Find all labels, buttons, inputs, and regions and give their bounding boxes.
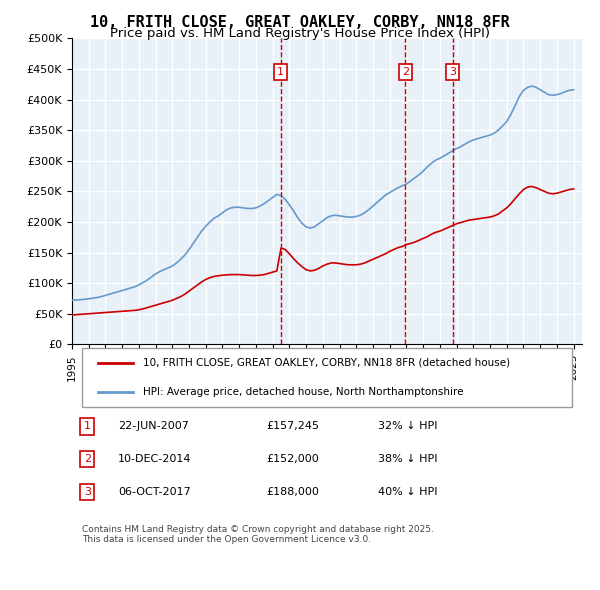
Text: 1: 1 [84, 421, 91, 431]
Text: Price paid vs. HM Land Registry's House Price Index (HPI): Price paid vs. HM Land Registry's House … [110, 27, 490, 40]
Text: 10, FRITH CLOSE, GREAT OAKLEY, CORBY, NN18 8FR (detached house): 10, FRITH CLOSE, GREAT OAKLEY, CORBY, NN… [143, 358, 511, 368]
Text: 3: 3 [449, 67, 456, 77]
Text: 2: 2 [84, 454, 91, 464]
Text: 38% ↓ HPI: 38% ↓ HPI [378, 454, 437, 464]
Text: £157,245: £157,245 [266, 421, 319, 431]
Text: 40% ↓ HPI: 40% ↓ HPI [378, 487, 437, 497]
Text: 2: 2 [402, 67, 409, 77]
Text: 22-JUN-2007: 22-JUN-2007 [118, 421, 189, 431]
Text: 10-DEC-2014: 10-DEC-2014 [118, 454, 191, 464]
Text: 06-OCT-2017: 06-OCT-2017 [118, 487, 191, 497]
Text: 32% ↓ HPI: 32% ↓ HPI [378, 421, 437, 431]
Text: £188,000: £188,000 [266, 487, 319, 497]
Text: 3: 3 [84, 487, 91, 497]
Text: Contains HM Land Registry data © Crown copyright and database right 2025.
This d: Contains HM Land Registry data © Crown c… [82, 525, 434, 544]
Text: 10, FRITH CLOSE, GREAT OAKLEY, CORBY, NN18 8FR: 10, FRITH CLOSE, GREAT OAKLEY, CORBY, NN… [90, 15, 510, 30]
Text: £152,000: £152,000 [266, 454, 319, 464]
Text: HPI: Average price, detached house, North Northamptonshire: HPI: Average price, detached house, Nort… [143, 386, 464, 396]
Text: 1: 1 [277, 67, 284, 77]
FancyBboxPatch shape [82, 348, 572, 407]
